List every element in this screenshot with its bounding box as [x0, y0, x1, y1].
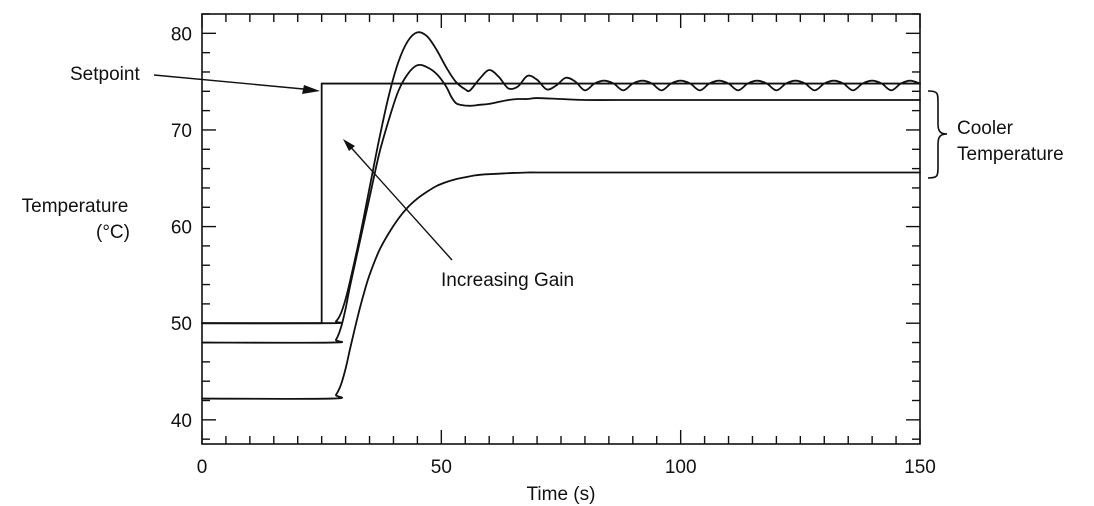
- y-tick-label: 40: [171, 411, 192, 432]
- setpoint-arrow: [153, 74, 315, 91]
- x-tick-label: 100: [665, 457, 697, 478]
- axis-ticks: [201, 13, 921, 444]
- x-tick-label: 0: [197, 457, 208, 478]
- x-axis-label: Time (s): [527, 484, 596, 505]
- increasing-gain-annotation: Increasing Gain: [441, 270, 574, 291]
- x-tick-label: 150: [904, 457, 936, 478]
- tick-labels: 0 50 100 150 40 50 60 70 80: [171, 24, 936, 478]
- setpoint-annotation: Setpoint: [70, 64, 140, 85]
- cooler-brace: [927, 90, 948, 179]
- series-lines: [201, 31, 921, 400]
- medium-gain-response-line: [201, 63, 921, 344]
- y-tick-label: 60: [171, 218, 192, 239]
- y-axis-label-line1: Temperature: [22, 196, 129, 217]
- cooler-annotation-line2: Temperature: [957, 144, 1064, 165]
- low-gain-response-line: [201, 171, 921, 400]
- high-gain-response-line: [201, 31, 921, 325]
- cooler-annotation-line1: Cooler: [957, 118, 1014, 139]
- x-tick-label: 50: [431, 457, 452, 478]
- y-tick-label: 70: [171, 121, 192, 142]
- y-tick-label: 80: [171, 24, 192, 45]
- increasing-gain-arrow: [346, 142, 453, 261]
- y-axis-label-line2: (°C): [96, 222, 130, 243]
- y-tick-label: 50: [171, 314, 192, 335]
- increasing-gain-arrowhead: [343, 139, 355, 151]
- plot-frame: [201, 13, 921, 445]
- setpoint-arrowhead: [302, 85, 320, 94]
